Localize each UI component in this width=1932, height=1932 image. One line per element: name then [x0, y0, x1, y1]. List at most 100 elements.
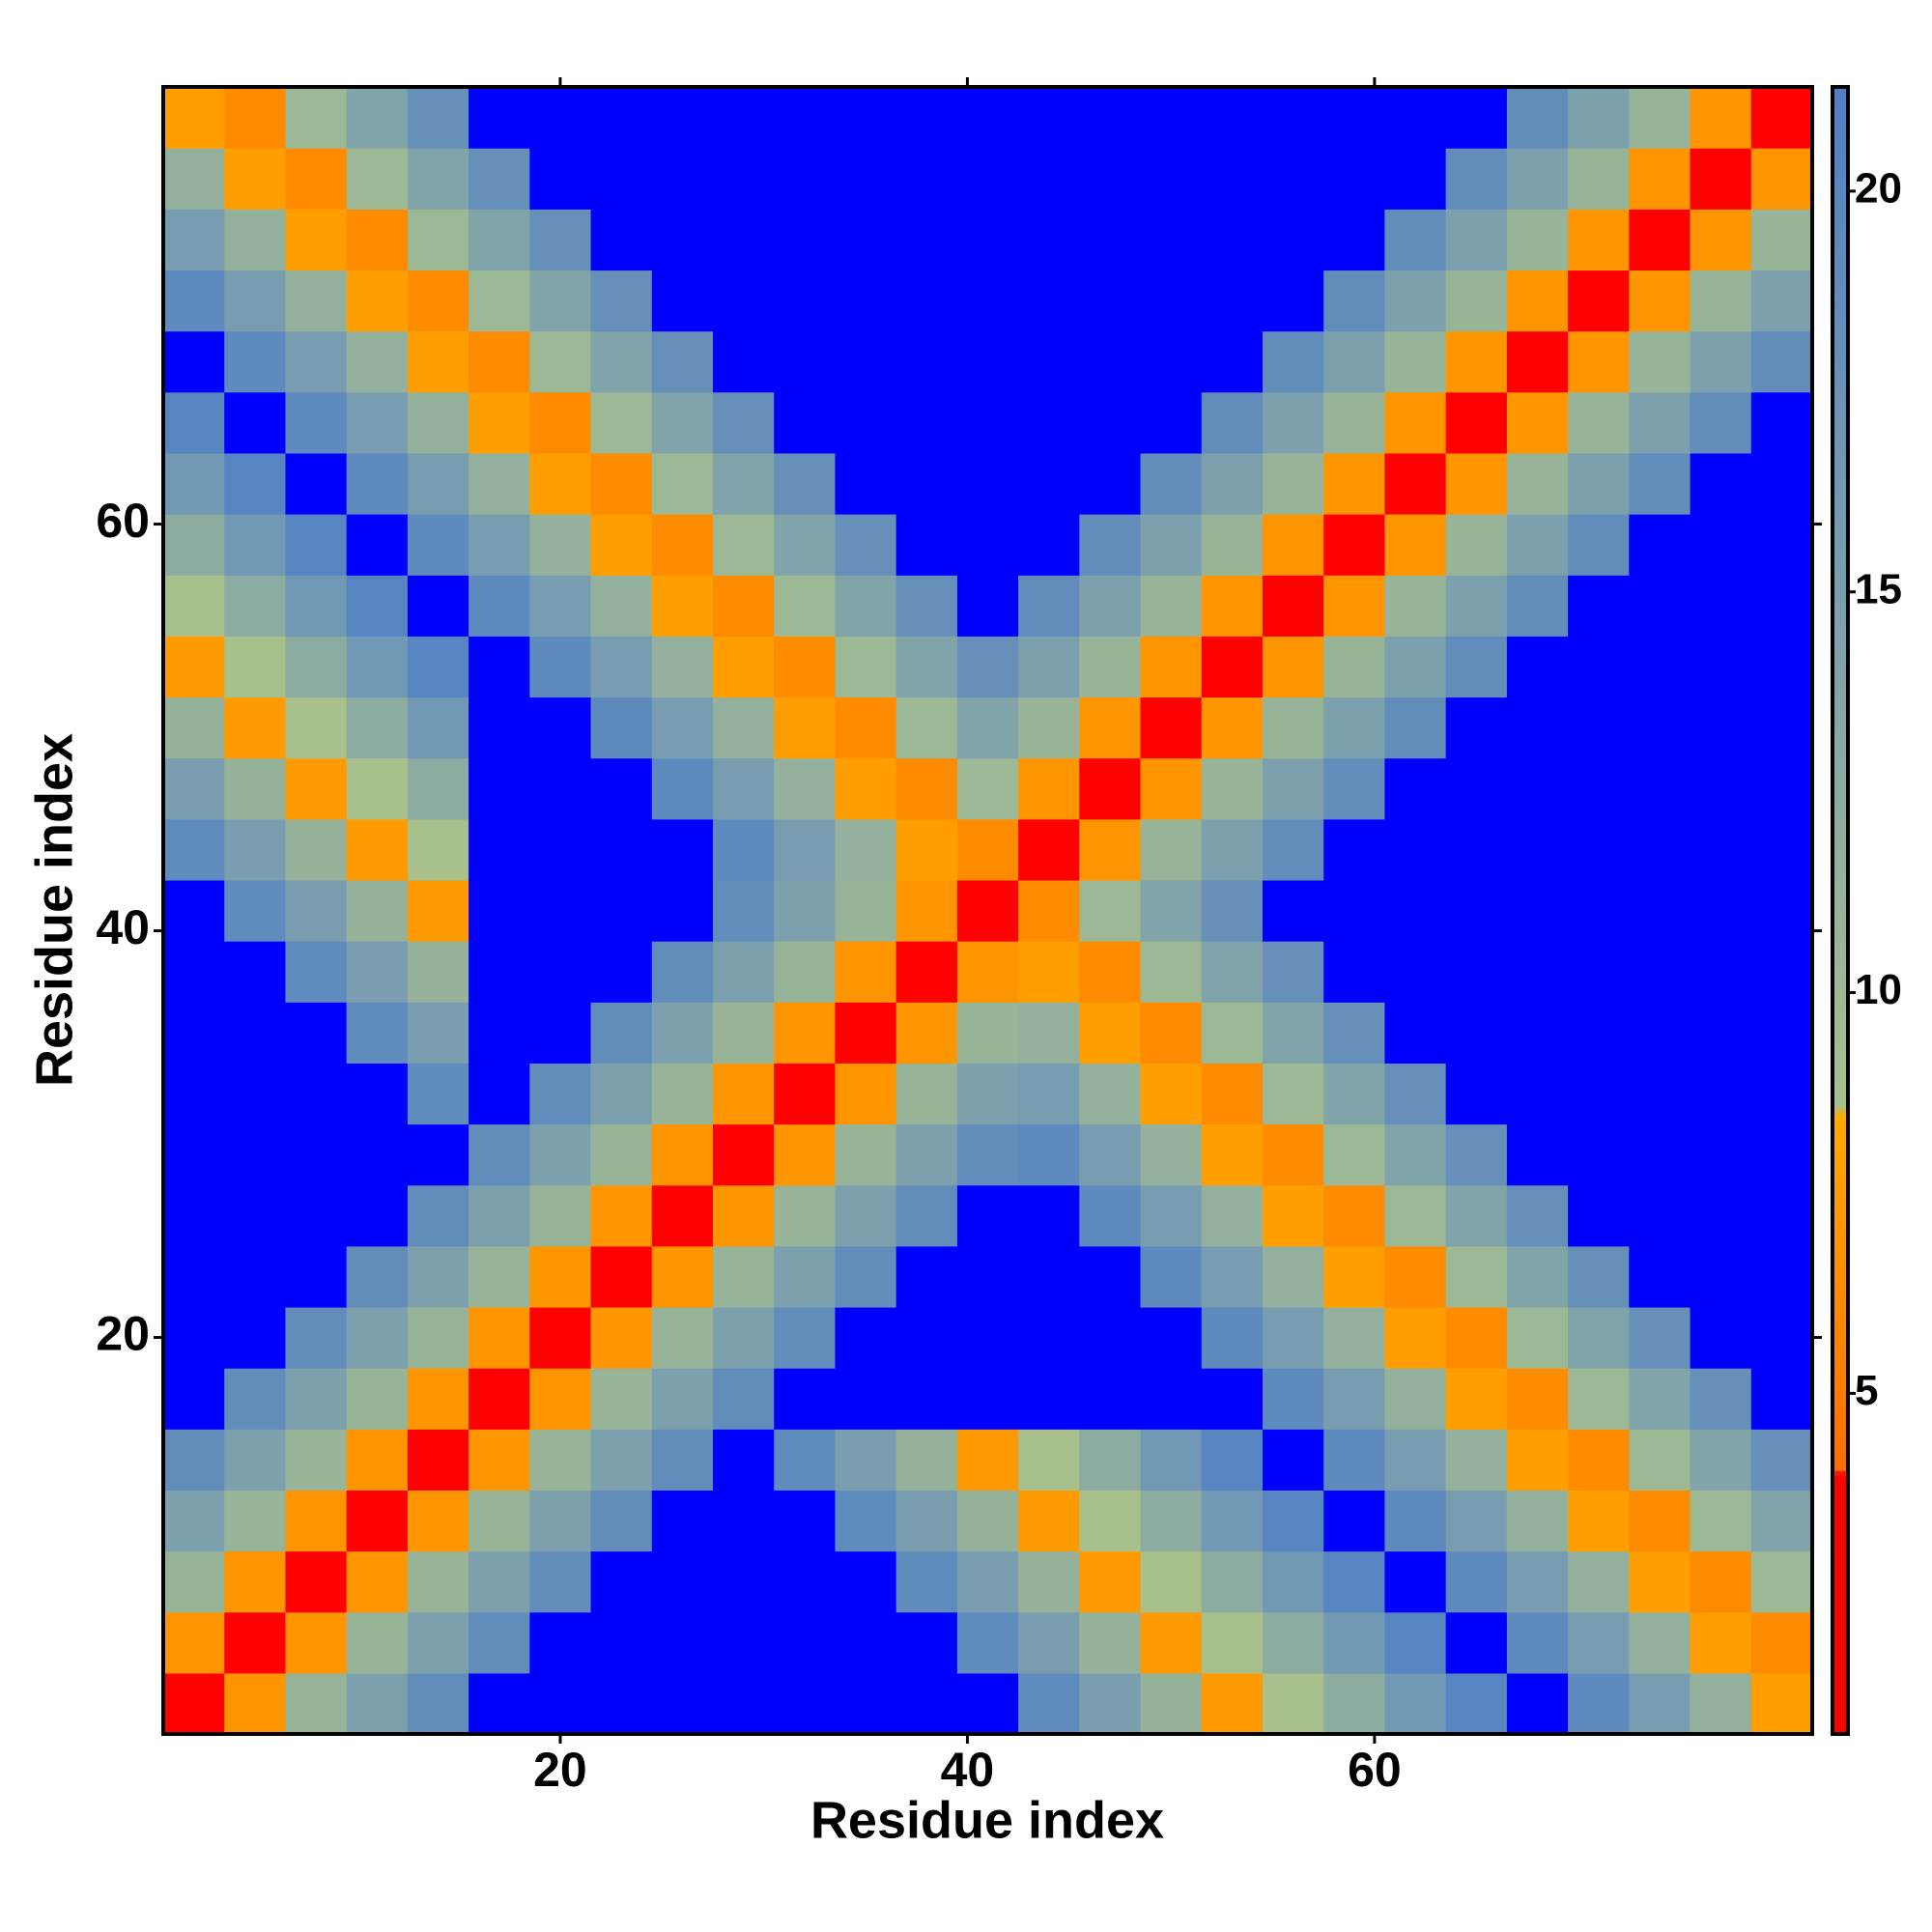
- colorbar-swatch: [1833, 1037, 1848, 1043]
- heatmap-cell: [1079, 1245, 1142, 1308]
- heatmap-cell: [1079, 330, 1142, 393]
- heatmap-cell: [1323, 209, 1386, 271]
- colorbar-swatch: [1833, 388, 1848, 395]
- heatmap-cell: [469, 879, 530, 942]
- heatmap-cell: [1384, 1184, 1447, 1247]
- heatmap-cell: [407, 452, 469, 515]
- heatmap-cell: [285, 1123, 348, 1186]
- heatmap-cell: [469, 1184, 530, 1247]
- heatmap-cell: [1140, 1611, 1203, 1674]
- heatmap-cell: [835, 1672, 897, 1735]
- heatmap-cell: [1323, 575, 1386, 637]
- colorbar-swatch: [1833, 795, 1848, 802]
- heatmap-cell: [835, 1123, 897, 1186]
- colorbar-swatch: [1833, 87, 1848, 94]
- heatmap-cell: [1750, 1429, 1813, 1492]
- colorbar-swatch: [1833, 613, 1848, 620]
- heatmap-cell: [1079, 1672, 1142, 1735]
- heatmap-cell: [835, 1063, 897, 1125]
- colorbar-swatch: [1833, 1031, 1848, 1037]
- heatmap-cell: [1140, 1368, 1203, 1430]
- heatmap-cell: [1079, 636, 1142, 698]
- heatmap-cell: [469, 1123, 530, 1186]
- colorbar-swatch: [1833, 1432, 1848, 1438]
- heatmap-cell: [1568, 391, 1630, 454]
- heatmap-cell: [956, 575, 1019, 637]
- heatmap-cell: [956, 1611, 1019, 1674]
- colorbar-swatch: [1833, 251, 1848, 258]
- colorbar-swatch: [1833, 740, 1848, 747]
- heatmap-cell: [1506, 879, 1569, 942]
- colorbar-swatch: [1833, 998, 1848, 1005]
- heatmap-cell: [1201, 1063, 1264, 1125]
- heatmap-cell: [1079, 1063, 1142, 1125]
- heatmap-cell: [774, 330, 837, 393]
- colorbar-swatch: [1833, 646, 1848, 653]
- heatmap-cell: [1445, 879, 1508, 942]
- heatmap-cell: [1690, 1490, 1752, 1552]
- heatmap-cell: [1384, 879, 1447, 942]
- colorbar-swatch: [1833, 679, 1848, 687]
- heatmap-cell: [1201, 636, 1264, 698]
- heatmap-cell: [895, 696, 958, 759]
- heatmap-cell: [285, 148, 348, 210]
- heatmap-cell: [346, 575, 409, 637]
- heatmap-cell: [1079, 452, 1142, 515]
- heatmap-cell: [713, 1611, 775, 1674]
- heatmap-cell: [1445, 1063, 1508, 1125]
- heatmap-cell: [1384, 1672, 1447, 1735]
- heatmap-cell: [529, 879, 592, 942]
- heatmap-cell: [1506, 636, 1569, 698]
- heatmap-cell: [1690, 636, 1752, 698]
- heatmap-cell: [1263, 391, 1324, 454]
- heatmap-cell: [469, 1429, 530, 1492]
- heatmap-cell: [469, 1063, 530, 1125]
- heatmap-cell: [1263, 818, 1324, 881]
- heatmap-cell: [1750, 1550, 1813, 1613]
- heatmap-cell: [1201, 270, 1264, 332]
- heatmap-cell: [163, 1123, 225, 1186]
- heatmap-cell: [1140, 1429, 1203, 1492]
- heatmap-cell: [1445, 696, 1508, 759]
- colorbar-swatch: [1833, 333, 1848, 341]
- heatmap-cell: [285, 879, 348, 942]
- colorbar-swatch: [1833, 1382, 1848, 1389]
- colorbar-swatch: [1833, 1338, 1848, 1346]
- heatmap-cell: [1445, 1306, 1508, 1369]
- heatmap-cell: [1690, 1306, 1752, 1369]
- heatmap-cell: [895, 391, 958, 454]
- heatmap-cell: [1445, 941, 1508, 1003]
- heatmap-cell: [1263, 270, 1324, 332]
- heatmap-cell: [1750, 1184, 1813, 1247]
- colorbar-swatch: [1833, 1321, 1848, 1329]
- heatmap-cell: [163, 1368, 225, 1430]
- heatmap-cell: [1506, 1245, 1569, 1308]
- colorbar-swatch: [1833, 487, 1848, 495]
- colorbar-swatch: [1833, 443, 1848, 450]
- heatmap-cell: [1445, 1672, 1508, 1735]
- heatmap-cell: [651, 636, 714, 698]
- heatmap-cell: [651, 87, 714, 149]
- colorbar-swatch: [1833, 1047, 1848, 1054]
- heatmap-cell: [1018, 330, 1080, 393]
- heatmap-cell: [1263, 575, 1324, 637]
- heatmap-cell: [1201, 148, 1264, 210]
- heatmap-cell: [529, 1429, 592, 1492]
- colorbar-swatch: [1833, 383, 1848, 390]
- heatmap-cell: [1079, 1184, 1142, 1247]
- heatmap-cell: [895, 1429, 958, 1492]
- heatmap-cell: [1445, 1184, 1508, 1247]
- heatmap-cell: [651, 1063, 714, 1125]
- heatmap-cell: [407, 1063, 469, 1125]
- heatmap-cell: [895, 575, 958, 637]
- colorbar-swatch: [1833, 1157, 1848, 1164]
- colorbar-swatch: [1833, 372, 1848, 379]
- colorbar-swatch: [1833, 800, 1848, 808]
- heatmap-cell: [1690, 696, 1752, 759]
- heatmap-cell: [1506, 1184, 1569, 1247]
- colorbar-swatch: [1833, 806, 1848, 812]
- heatmap-cell: [285, 757, 348, 820]
- heatmap-cell: [163, 757, 225, 820]
- heatmap-cell: [1323, 1184, 1386, 1247]
- heatmap-cell: [1690, 1245, 1752, 1308]
